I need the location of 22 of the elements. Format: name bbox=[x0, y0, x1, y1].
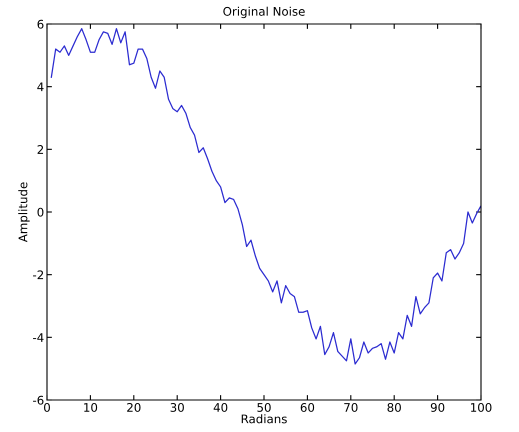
y-tick-label: 4 bbox=[37, 82, 44, 92]
x-tick-label: 80 bbox=[387, 402, 401, 412]
y-tick-label: -2 bbox=[33, 270, 44, 280]
x-tick-label: 50 bbox=[257, 402, 271, 412]
y-tick-label: 2 bbox=[38, 145, 44, 154]
y-axis-title: Amplitude bbox=[18, 182, 30, 242]
line-series bbox=[50, 28, 481, 365]
y-tick-label: 0 bbox=[37, 208, 44, 217]
x-axis-title: Radians bbox=[242, 414, 287, 424]
y-tick-label: -6 bbox=[33, 396, 44, 405]
y-tick-label: -4 bbox=[33, 333, 44, 342]
x-tick-label: 30 bbox=[170, 402, 184, 412]
x-tick-label: 20 bbox=[127, 402, 141, 412]
x-tick-label: 0 bbox=[44, 402, 50, 412]
x-tick-label: 60 bbox=[300, 402, 314, 412]
x-tick-label: 40 bbox=[214, 402, 228, 412]
x-tick-label: 10 bbox=[84, 402, 98, 412]
x-tick-label: 70 bbox=[344, 402, 358, 412]
chart-title: Original Noise bbox=[223, 6, 305, 18]
y-tick-label: 6 bbox=[38, 20, 44, 29]
x-tick-label: 90 bbox=[430, 402, 444, 412]
x-tick-label: 100 bbox=[471, 402, 492, 412]
